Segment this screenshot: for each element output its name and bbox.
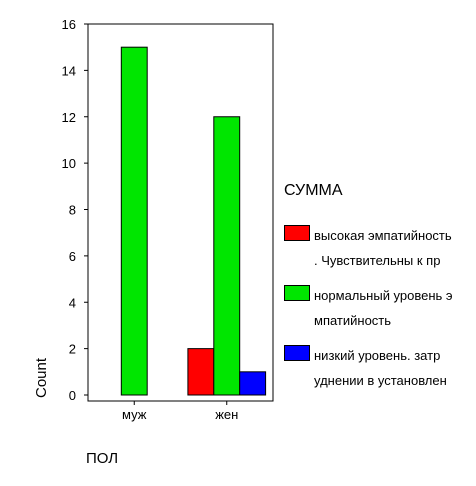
y-axis: 0 2 4 6 8 10 12 14 16	[62, 17, 88, 403]
legend: СУММА высокая эмпатийность . Чувствитель…	[284, 181, 474, 403]
y-tick-label: 6	[69, 249, 76, 264]
y-tick-label: 12	[62, 110, 76, 125]
plot-area	[87, 23, 274, 402]
bar	[239, 371, 267, 396]
legend-swatch-green	[284, 285, 310, 301]
bar	[187, 348, 215, 396]
legend-label: нормальный уровень э мпатийность	[314, 288, 453, 328]
legend-item-normal-empathy: нормальный уровень э мпатийность	[284, 283, 474, 343]
x-axis-title: ПОЛ	[86, 450, 118, 467]
legend-title: СУММА	[284, 182, 343, 199]
bar	[120, 46, 148, 396]
y-tick-label: 10	[62, 156, 76, 171]
y-tick-label: 0	[69, 388, 76, 403]
y-tick-label: 14	[62, 63, 76, 78]
legend-swatch-red	[284, 225, 310, 241]
legend-item-low-empathy: низкий уровень. затр уднении в установле…	[284, 343, 474, 403]
x-tick-label: муж	[122, 407, 147, 422]
y-tick-label: 16	[62, 17, 76, 32]
legend-label: низкий уровень. затр уднении в установле…	[314, 348, 447, 388]
y-tick-label: 4	[69, 295, 76, 310]
legend-label: высокая эмпатийность . Чувствительны к п…	[314, 228, 452, 268]
x-axis: муж жен	[122, 401, 238, 422]
y-axis-title: Count	[33, 357, 50, 398]
bar	[213, 116, 241, 396]
legend-item-high-empathy: высокая эмпатийность . Чувствительны к п…	[284, 223, 474, 283]
bars-group	[120, 46, 267, 396]
y-tick-label: 2	[69, 342, 76, 357]
y-tick-label: 8	[69, 203, 76, 218]
legend-swatch-blue	[284, 345, 310, 361]
x-tick-label: жен	[215, 407, 238, 422]
